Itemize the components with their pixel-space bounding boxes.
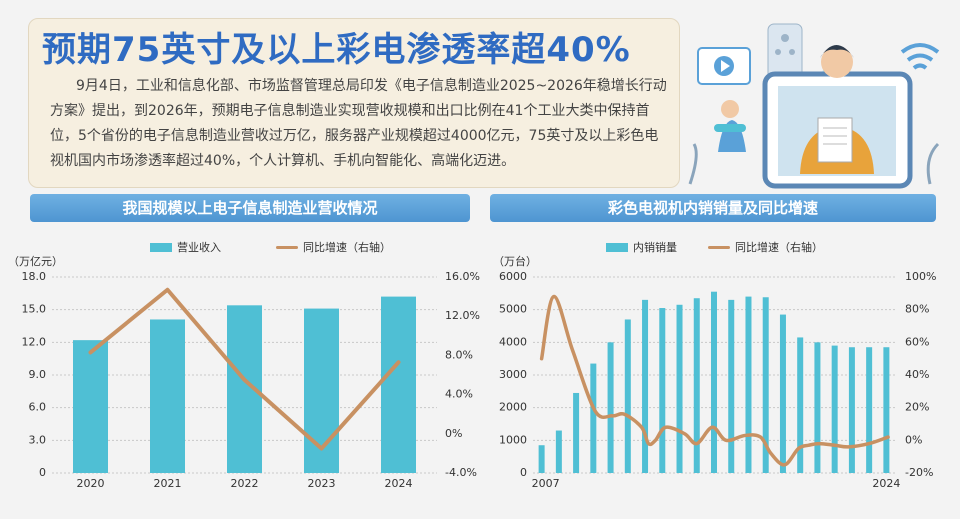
sales-bar: [555, 430, 562, 473]
chart1-title-bar: 我国规模以上电子信息制造业营收情况: [30, 194, 470, 222]
y-left-tick-label: 2000: [499, 401, 527, 414]
y-right-tick-label: 40%: [905, 368, 929, 381]
y-left-tick-label: 6000: [499, 270, 527, 283]
sales-bar: [831, 345, 838, 473]
sales-bar: [538, 445, 545, 473]
y-left-tick-label: 1000: [499, 433, 527, 446]
y-left-tick-label: 4000: [499, 335, 527, 348]
y-right-tick-label: 100%: [905, 270, 936, 283]
x-tick-label: 2024: [385, 477, 413, 490]
x-tick-label: 2023: [308, 477, 336, 490]
sales-bar: [814, 342, 821, 473]
chart1-legend-bar: 营业收入: [150, 239, 221, 255]
revenue-bar: [73, 340, 108, 473]
chart2-y-unit: （万台）: [493, 255, 537, 268]
sales-bar: [728, 299, 735, 473]
sales-bar: [676, 304, 683, 473]
bar-swatch: [150, 242, 172, 252]
x-tick-label: 2020: [77, 477, 105, 490]
chart1-legend-bar-label: 营业收入: [177, 241, 221, 254]
sales-bar: [642, 299, 649, 473]
x-tick-label: 2007: [532, 477, 560, 490]
y-left-tick-label: 5000: [499, 303, 527, 316]
chart2-legend-bar: 内销销量: [606, 239, 677, 255]
y-right-tick-label: 16.0%: [445, 270, 480, 283]
y-right-tick-label: 12.0%: [445, 309, 480, 322]
chart2-legend-bar-label: 内销销量: [633, 241, 677, 254]
chart1-y-unit: （万亿元）: [8, 255, 63, 268]
y-left-tick-label: 3000: [499, 368, 527, 381]
sales-bar: [590, 363, 597, 473]
chart2-legend-line: 同比增速（右轴）: [708, 239, 823, 255]
y-left-tick-label: 6.0: [29, 401, 47, 414]
y-right-tick-label: -4.0%: [445, 466, 477, 479]
y-right-tick-label: 0%: [445, 427, 462, 440]
y-left-tick-label: 9.0: [29, 368, 47, 381]
y-left-tick-label: 15.0: [22, 303, 47, 316]
y-left-tick-label: 18.0: [22, 270, 47, 283]
person-icon: [721, 100, 739, 118]
sales-bar: [711, 291, 717, 473]
growth-line: [539, 294, 890, 467]
y-right-tick-label: 60%: [905, 335, 929, 348]
wifi-icon: [900, 43, 940, 70]
x-tick-label: 2024: [872, 477, 900, 490]
sales-bar: [883, 347, 890, 473]
y-right-tick-label: 80%: [905, 303, 929, 316]
sales-bar: [779, 314, 786, 473]
x-tick-label: 2021: [154, 477, 182, 490]
growth-line: [88, 287, 401, 451]
y-left-tick-label: 3.0: [29, 433, 47, 446]
bar-swatch: [606, 242, 628, 252]
revenue-bar: [150, 319, 185, 473]
sales-bar: [624, 319, 631, 473]
y-right-tick-label: 4.0%: [445, 388, 473, 401]
intro-text: 9月4日，工业和信息化部、市场监督管理总局印发《电子信息制造业2025~2026…: [50, 78, 667, 169]
sales-bar: [659, 308, 666, 473]
chart2-title-bar: 彩色电视机内销销量及同比增速: [490, 194, 936, 222]
y-right-tick-label: -20%: [905, 466, 933, 479]
sales-bar: [866, 347, 873, 473]
sales-bar: [693, 298, 700, 473]
y-right-tick-label: 20%: [905, 401, 929, 414]
chart2-legend-line-label: 同比增速（右轴）: [735, 241, 823, 254]
y-left-tick-label: 12.0: [22, 335, 47, 348]
sales-bar: [848, 347, 855, 473]
tv-presenter-illustration: [680, 14, 950, 192]
sales-bar: [573, 392, 580, 473]
chart1-legend-line-label: 同比增速（右轴）: [303, 241, 391, 254]
y-right-tick-label: 0%: [905, 433, 922, 446]
line-swatch: [708, 245, 730, 249]
page-title: 预期75英寸及以上彩电渗透率超40%: [42, 30, 631, 70]
sales-bar: [797, 337, 804, 473]
y-left-tick-label: 0: [39, 466, 46, 479]
sales-bar: [607, 342, 614, 473]
line-swatch: [276, 245, 298, 249]
x-tick-label: 2022: [231, 477, 259, 490]
sales-bar: [762, 297, 769, 473]
revenue-bar: [381, 296, 416, 473]
y-left-tick-label: 0: [520, 466, 527, 479]
intro-card: [28, 18, 680, 188]
y-right-tick-label: 8.0%: [445, 348, 473, 361]
sales-bar: [745, 296, 752, 473]
chart1-legend-line: 同比增速（右轴）: [276, 239, 391, 255]
